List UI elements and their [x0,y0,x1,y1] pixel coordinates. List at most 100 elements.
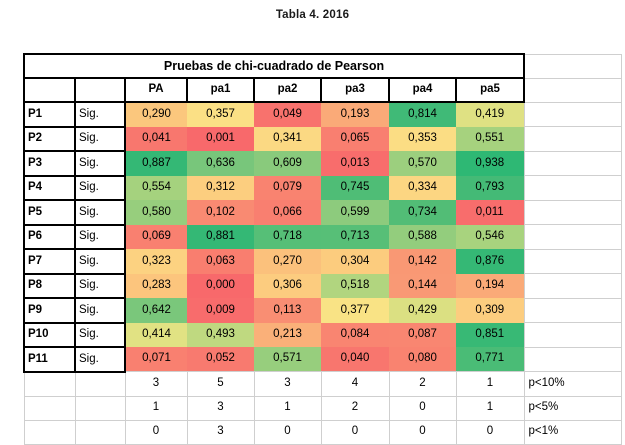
sig-label: Sig. [74,248,126,275]
p-value-cell: 0,334 [389,175,456,200]
empty-cell [74,395,126,421]
p-value-cell: 0,546 [456,224,524,249]
count-cell: 2 [320,395,390,421]
p-value-cell: 0,270 [254,249,321,274]
p-value-cell: 0,000 [187,273,254,298]
p-value-cell: 0,144 [389,273,456,298]
count-cell: 0 [320,419,390,445]
p-value-cell: 0,851 [456,322,524,347]
row-label: P2 [23,125,76,152]
p-value-cell: 0,571 [254,347,321,372]
empty-cell [523,248,622,274]
table-row: P8 Sig. 0,283 0,000 0,306 0,518 0,144 0,… [23,272,622,299]
p-value-cell: 0,745 [321,175,389,200]
table-row: P9 Sig. 0,642 0,009 0,113 0,377 0,429 0,… [23,297,622,324]
p-value-cell: 0,304 [321,249,389,274]
p-value-cell: 0,642 [125,298,187,323]
count-cell: 4 [320,371,390,397]
p-value-cell: 0,193 [321,102,389,127]
count-cell: 0 [388,395,457,421]
count-cell: 0 [455,419,525,445]
row-label: P8 [23,272,76,299]
row-label: P9 [23,297,76,324]
count-cell: 1 [124,395,188,421]
p-value-cell: 0,734 [389,200,456,225]
empty-cell [23,77,76,103]
count-cell: 3 [253,371,322,397]
p-value-cell: 0,341 [254,126,321,151]
column-header-pa1: pa1 [186,77,255,103]
p-value-cell: 0,771 [456,347,524,372]
sig-label: Sig. [74,125,126,152]
column-header-pa4: pa4 [388,77,457,103]
count-cell: 0 [388,419,457,445]
p-value-cell: 0,009 [187,298,254,323]
p-value-cell: 0,814 [389,102,456,127]
p-value-cell: 0,429 [389,298,456,323]
p-value-cell: 0,414 [125,322,187,347]
column-header-pa5: pa5 [455,77,525,103]
table-row: P2 Sig. 0,041 0,001 0,341 0,065 0,353 0,… [23,125,622,152]
empty-cell [523,150,622,176]
count-cell: 1 [253,395,322,421]
p-value-cell: 0,599 [321,200,389,225]
p-value-cell: 0,142 [389,249,456,274]
row-label: P5 [23,199,76,226]
sig-label: Sig. [74,150,126,177]
table-row: P5 Sig. 0,580 0,102 0,066 0,599 0,734 0,… [23,199,622,226]
summary-row: 0 3 0 0 0 0 p<1% [23,419,622,445]
empty-cell [523,273,622,299]
empty-cell [23,371,76,397]
p-value-cell: 0,609 [254,151,321,176]
p-value-cell: 0,041 [125,126,187,151]
column-header-PA: PA [124,77,188,103]
p-value-cell: 0,052 [187,347,254,372]
p-value-cell: 0,001 [187,126,254,151]
empty-cell [523,346,622,372]
column-header-pa2: pa2 [253,77,322,103]
table-row: P1 Sig. 0,290 0,357 0,049 0,193 0,814 0,… [23,101,622,128]
p-value-cell: 0,290 [125,102,187,127]
count-cell: 0 [124,419,188,445]
p-value-cell: 0,066 [254,200,321,225]
p-value-cell: 0,040 [321,347,389,372]
p-value-cell: 0,079 [254,175,321,200]
row-label: P11 [23,346,76,373]
p-value-cell: 0,580 [125,200,187,225]
count-cell: 3 [124,371,188,397]
empty-cell [523,77,622,103]
row-label: P10 [23,321,76,348]
p-value-cell: 0,283 [125,273,187,298]
p-value-cell: 0,087 [389,322,456,347]
p-value-cell: 0,013 [321,151,389,176]
p-value-cell: 0,194 [456,273,524,298]
threshold-label: p<1% [523,419,622,445]
p-value-cell: 0,102 [187,200,254,225]
empty-cell [74,371,126,397]
p-value-cell: 0,419 [456,102,524,127]
p-value-cell: 0,713 [321,224,389,249]
table-row: P7 Sig. 0,323 0,063 0,270 0,304 0,142 0,… [23,248,622,275]
count-cell: 5 [186,371,255,397]
p-value-cell: 0,357 [187,102,254,127]
empty-cell [523,53,622,79]
column-header-pa3: pa3 [320,77,390,103]
p-value-cell: 0,793 [456,175,524,200]
row-label: P3 [23,150,76,177]
table-row: P4 Sig. 0,554 0,312 0,079 0,745 0,334 0,… [23,174,622,201]
p-value-cell: 0,493 [187,322,254,347]
p-value-cell: 0,065 [321,126,389,151]
p-value-cell: 0,887 [125,151,187,176]
p-value-cell: 0,312 [187,175,254,200]
table-row: P3 Sig. 0,887 0,636 0,609 0,013 0,570 0,… [23,150,622,177]
p-value-cell: 0,080 [389,347,456,372]
p-value-cell: 0,063 [187,249,254,274]
empty-cell [523,224,622,250]
p-value-cell: 0,049 [254,102,321,127]
empty-cell [523,322,622,348]
empty-cell [523,101,622,127]
p-value-cell: 0,323 [125,249,187,274]
empty-cell [523,175,622,201]
sig-label: Sig. [74,223,126,250]
